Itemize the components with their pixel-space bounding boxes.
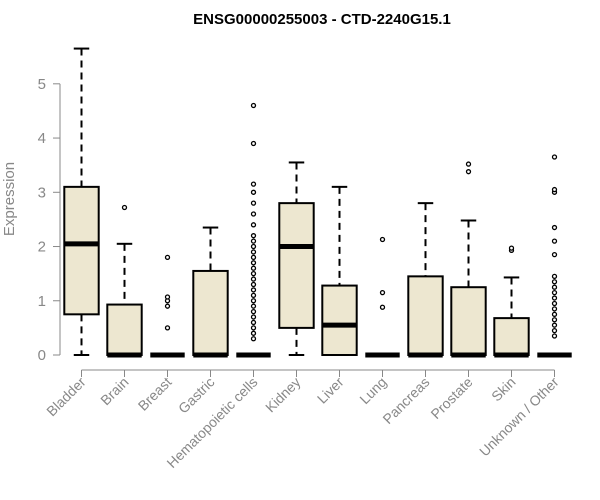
y-tick-label: 5	[38, 76, 46, 93]
outlier-point	[250, 260, 257, 266]
outlier-point	[551, 317, 558, 323]
outlier-point	[250, 265, 257, 271]
box-body	[493, 317, 530, 357]
outlier-point	[250, 200, 257, 206]
outlier-point	[250, 238, 257, 244]
x-tick-label: Skin	[488, 374, 519, 405]
outlier-point	[250, 249, 257, 255]
x-tick-label: Liver	[314, 374, 347, 407]
box-body	[407, 275, 444, 356]
outlier-point	[551, 306, 558, 312]
x-tick-label: Bladder	[43, 374, 89, 420]
x-tick-label: Lung	[356, 374, 389, 407]
outlier-point	[164, 294, 171, 300]
x-tick-label: Kidney	[262, 374, 304, 416]
outlier-point	[250, 314, 257, 320]
outlier-point	[551, 186, 558, 193]
outlier-point	[250, 222, 257, 228]
outlier-point	[250, 292, 257, 298]
outlier-point	[250, 254, 257, 261]
y-tick-label: 0	[38, 347, 46, 364]
outlier-point	[250, 270, 257, 277]
outlier-point	[465, 161, 472, 167]
outlier-point	[250, 319, 257, 326]
outlier-point	[465, 169, 472, 175]
x-tick-label: Breast	[135, 374, 175, 414]
box-9	[407, 202, 444, 358]
box-11	[493, 245, 530, 358]
outlier-point	[551, 311, 558, 317]
outlier-point	[250, 287, 257, 293]
box-4	[192, 226, 229, 358]
outlier-point	[121, 204, 128, 211]
y-axis: 0 1 2 3 4 5	[38, 76, 61, 364]
outlier-point	[250, 325, 257, 331]
x-tick-label: Pancreas	[379, 374, 432, 427]
x-tick-label: Unknown / Other	[476, 374, 562, 460]
x-tick-label: Brain	[97, 374, 131, 408]
outlier-point	[250, 102, 257, 109]
y-tick-label: 2	[38, 239, 46, 256]
y-tick-label: 1	[38, 293, 46, 310]
box-2	[106, 204, 143, 358]
outlier-point	[551, 252, 558, 258]
outlier-point	[551, 224, 558, 231]
outlier-point	[551, 295, 558, 301]
box-6	[278, 161, 315, 356]
outlier-point	[250, 189, 257, 195]
box-5	[236, 102, 271, 358]
outlier-point	[551, 333, 558, 339]
outlier-point	[250, 308, 257, 315]
outlier-point	[551, 289, 558, 296]
box-body	[106, 303, 143, 357]
outlier-point	[250, 281, 257, 288]
outlier-point	[250, 233, 257, 239]
outlier-point	[250, 298, 257, 304]
box-7	[321, 185, 358, 356]
outlier-point	[379, 304, 386, 310]
outlier-point	[551, 238, 558, 244]
box-10	[450, 161, 487, 358]
box-8	[365, 236, 400, 358]
chart-title: ENSG00000255003 - CTD-2240G15.1	[193, 11, 451, 28]
outlier-point	[250, 330, 257, 336]
outlier-point	[551, 154, 558, 160]
outlier-point	[250, 211, 257, 217]
outlier-point	[551, 327, 558, 334]
outlier-point	[508, 245, 515, 251]
outlier-point	[551, 322, 558, 328]
outlier-point	[551, 279, 558, 285]
outlier-point	[164, 325, 171, 331]
outlier-point	[250, 276, 257, 282]
outlier-point	[250, 336, 257, 342]
outlier-point	[551, 300, 558, 307]
y-tick-label: 3	[38, 184, 46, 201]
box-1	[63, 47, 100, 356]
plot-area	[63, 47, 572, 358]
x-tick-label: Prostate	[427, 374, 475, 422]
outlier-point	[551, 284, 558, 290]
outlier-point	[164, 303, 171, 309]
box-body	[63, 185, 100, 316]
box-body	[192, 269, 229, 356]
outlier-point	[164, 254, 171, 261]
outlier-point	[250, 303, 257, 309]
box-3	[150, 254, 185, 358]
y-tick-label: 4	[38, 130, 46, 147]
outlier-point	[250, 181, 257, 187]
box-body	[450, 286, 487, 357]
outlier-point	[379, 236, 386, 243]
box-body	[278, 202, 315, 329]
y-axis-label: Expression	[1, 162, 18, 236]
box-body	[321, 284, 358, 356]
outlier-point	[551, 273, 558, 280]
box-12	[537, 154, 572, 358]
outlier-point	[379, 289, 386, 296]
outlier-point	[250, 243, 257, 250]
x-tick-label: Gastric	[175, 374, 218, 417]
outlier-point	[250, 140, 257, 147]
